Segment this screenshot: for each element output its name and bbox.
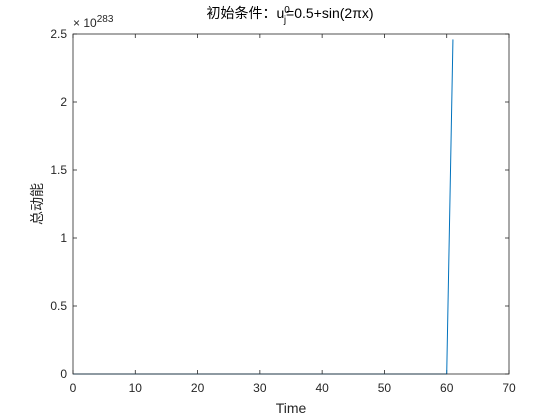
title-prefix: 初始条件：u xyxy=(206,5,284,21)
y-tick-label: 1.5 xyxy=(50,163,67,177)
y-exponent-label: × 10283 xyxy=(73,14,114,30)
x-tick-label: 60 xyxy=(440,381,454,395)
y-tick-label: 0.5 xyxy=(50,299,67,313)
y-axis-label: 总动能 xyxy=(29,183,45,225)
x-tick-label: 20 xyxy=(191,381,205,395)
plot-area xyxy=(73,34,509,374)
x-tick-label: 10 xyxy=(129,381,143,395)
title-superscript: 0 xyxy=(284,5,290,16)
y-tick-label: 2 xyxy=(60,95,67,109)
y-exponent-base: × 10 xyxy=(73,16,97,30)
y-tick-label: 0 xyxy=(60,367,67,381)
x-tick-label: 30 xyxy=(253,381,267,395)
x-ticks-group: 0 10 20 30 40 50 60 70 xyxy=(70,34,516,395)
title-subscript: j xyxy=(283,15,286,26)
x-axis-label: Time xyxy=(276,400,307,416)
y-tick-label: 2.5 xyxy=(50,27,67,41)
x-tick-label: 50 xyxy=(378,381,392,395)
title-suffix: =0.5+sin(2πx) xyxy=(286,5,373,21)
y-exponent-power: 283 xyxy=(97,14,114,25)
plot-frame xyxy=(72,33,510,375)
chart-title: 初始条件：u0 j=0.5+sin(2πx) xyxy=(206,5,373,26)
x-tick-label: 40 xyxy=(315,381,329,395)
x-tick-label: 0 xyxy=(70,381,77,395)
y-tick-label: 1 xyxy=(60,231,67,245)
x-tick-label: 70 xyxy=(502,381,516,395)
y-ticks-group: 0 0.5 1 1.5 2 2.5 xyxy=(50,27,509,381)
